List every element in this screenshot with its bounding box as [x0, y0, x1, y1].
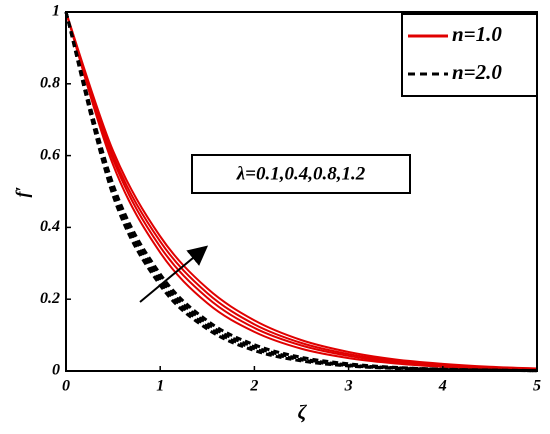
- curve: [65, 11, 538, 371]
- y-axis-label: f′: [12, 186, 32, 197]
- y-tick-label: 0.4: [40, 218, 60, 235]
- x-tick-label: 5: [533, 378, 541, 395]
- x-tick-label: 1: [156, 378, 164, 395]
- x-axis-label: ζ: [298, 402, 308, 424]
- legend-label: n=1.0: [452, 22, 502, 46]
- curve: [65, 11, 538, 370]
- y-tick-label: 0.8: [40, 74, 60, 91]
- x-tick-label: 4: [438, 378, 447, 395]
- curve: [64, 11, 538, 373]
- curve: [65, 11, 538, 370]
- x-tick-label: 2: [249, 378, 258, 395]
- annotation-box: [191, 154, 411, 194]
- legend-box: [401, 13, 538, 97]
- legend-label: n=2.0: [452, 60, 502, 84]
- annotation: λ=0.1,0.4,0.8,1.2: [236, 163, 366, 184]
- y-tick-label: 1: [52, 3, 60, 20]
- arrow: [139, 245, 209, 303]
- y-tick-label: 0.2: [40, 290, 60, 307]
- y-tick-label: 0.6: [40, 146, 60, 163]
- plot-frame: [65, 11, 538, 372]
- y-tick-label: 0: [52, 362, 60, 379]
- x-tick-label: 3: [344, 378, 353, 395]
- x-tick-label: 0: [62, 378, 70, 395]
